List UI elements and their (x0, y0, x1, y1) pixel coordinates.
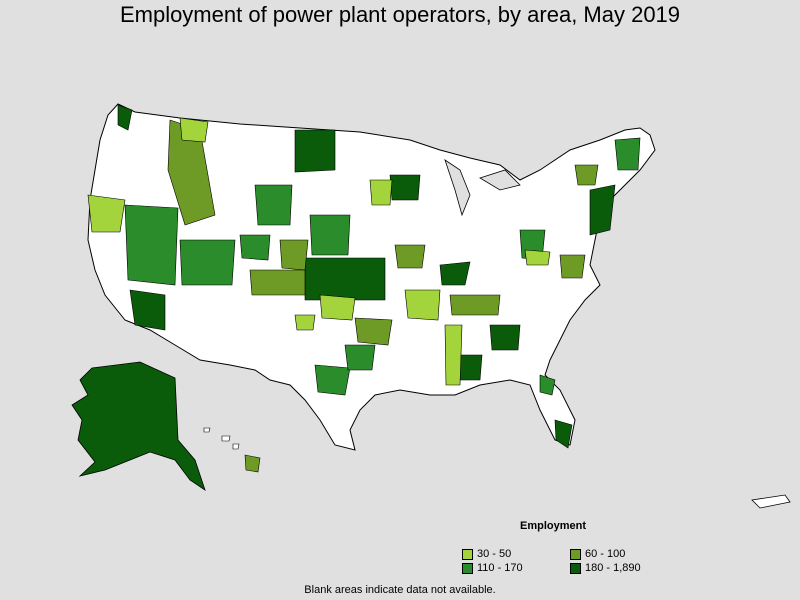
legend-item-180-1890: 180 - 1,890 (570, 562, 641, 574)
legend-title: Employment (520, 520, 587, 532)
legend-label: 110 - 170 (477, 562, 523, 574)
shaded-areas (87, 104, 641, 449)
hawaii (203, 427, 261, 473)
great-lakes (444, 159, 521, 217)
legend-swatch (462, 562, 473, 574)
legend-item-30-50: 30 - 50 (462, 548, 511, 560)
legend-label: 180 - 1,890 (585, 562, 641, 574)
puerto-rico (751, 494, 791, 509)
alaska (71, 361, 206, 491)
legend-item-110-170: 110 - 170 (462, 562, 523, 574)
footnote: Blank areas indicate data not available. (304, 584, 496, 596)
legend-swatch (570, 548, 581, 560)
legend-swatch (462, 548, 473, 560)
legend-swatch (570, 562, 581, 574)
map-title: Employment of power plant operators, by … (119, 2, 681, 27)
legend-label: 60 - 100 (585, 548, 626, 560)
legend-label: 30 - 50 (477, 548, 512, 560)
legend-item-60-100: 60 - 100 (570, 548, 625, 560)
